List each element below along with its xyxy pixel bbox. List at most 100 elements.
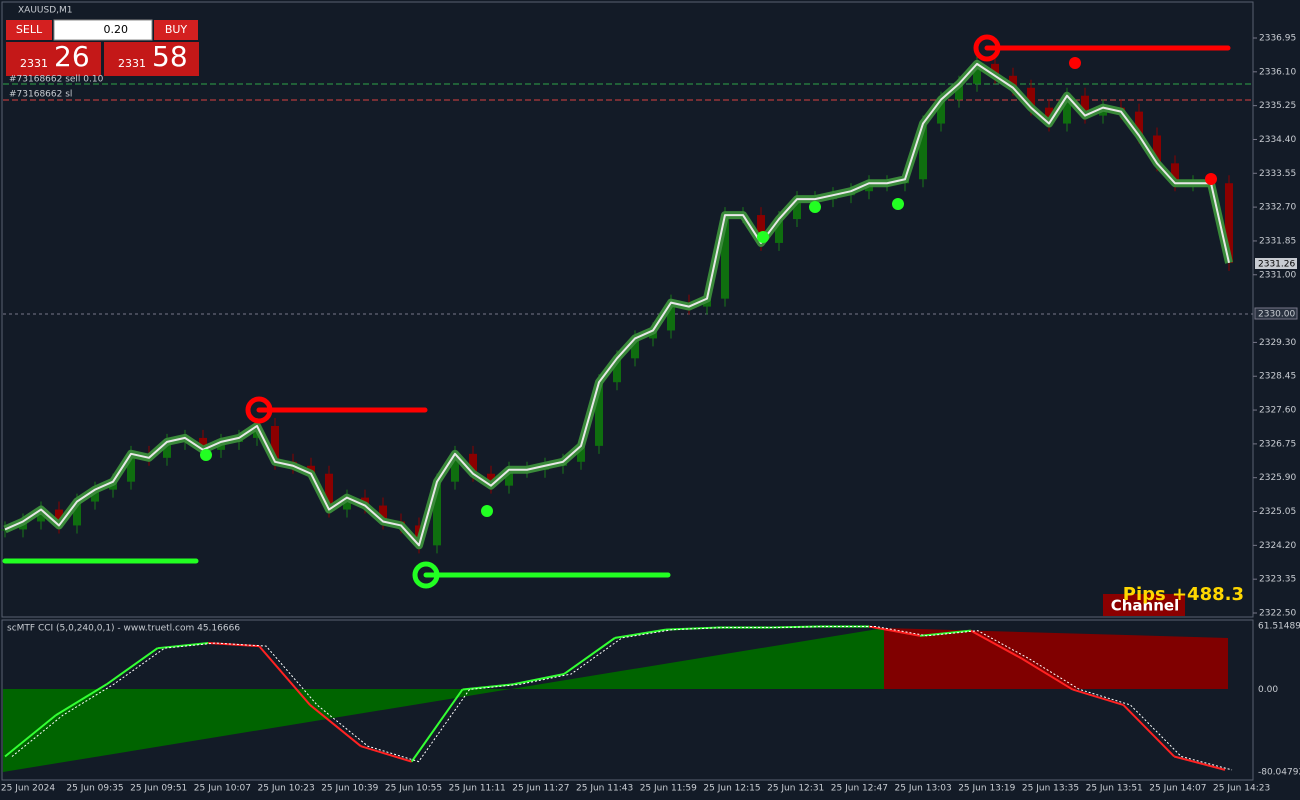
price-label: 2327.60	[1259, 406, 1296, 416]
candle	[37, 509, 45, 522]
candle	[595, 382, 603, 446]
candle	[937, 99, 945, 124]
cci-segment	[106, 647, 159, 686]
buy-button[interactable]	[154, 20, 198, 40]
time-label: 25 Jun 13:19	[958, 784, 1015, 794]
channel-inner	[4, 62, 1230, 547]
candle	[163, 441, 171, 458]
cci-segment	[919, 629, 971, 637]
price-label: 2332.70	[1259, 203, 1296, 213]
candle	[613, 358, 621, 383]
candle	[1225, 183, 1233, 263]
time-label: 25 Jun 14:23	[1213, 784, 1270, 794]
candle	[127, 453, 135, 482]
time-label: 25 Jun 11:43	[576, 784, 633, 794]
lot-input[interactable]	[53, 19, 153, 41]
cci-segment	[614, 628, 666, 639]
candle	[73, 501, 81, 526]
time-label: 25 Jun 11:59	[640, 784, 697, 794]
candle	[505, 469, 513, 486]
price-label: 2333.55	[1259, 169, 1296, 179]
candle	[577, 445, 585, 462]
cci-segment	[1072, 688, 1124, 706]
candle	[757, 215, 765, 243]
buy-signal	[412, 561, 440, 589]
cci-segment	[4, 714, 57, 758]
time-label: 25 Jun 12:31	[767, 784, 824, 794]
bid-box[interactable]	[6, 42, 101, 76]
time-label: 25 Jun 13:03	[895, 784, 952, 794]
time-label: 25 Jun 11:27	[512, 784, 569, 794]
price-label: 2335.25	[1259, 101, 1296, 111]
candle	[1045, 107, 1053, 124]
time-label: 25 Jun 12:47	[831, 784, 888, 794]
level-box	[1254, 307, 1298, 320]
order-label: #73168662 sell 0.10	[9, 75, 104, 85]
dot	[200, 449, 212, 461]
dot	[809, 201, 821, 213]
candle	[1171, 163, 1179, 184]
cci-segment	[309, 704, 362, 747]
cci-segment	[462, 683, 514, 691]
candle	[955, 83, 963, 100]
candle	[919, 123, 927, 180]
cci-segment	[563, 637, 616, 675]
candle	[433, 481, 441, 546]
bid-big: 2331	[20, 57, 48, 70]
indicator-label: 61.51489	[1258, 622, 1300, 632]
time-label: 25 Jun 10:07	[194, 784, 251, 794]
candle	[1009, 75, 1017, 88]
current-price-box	[1255, 258, 1297, 269]
lot-value: 0.20	[104, 23, 129, 36]
candle	[487, 473, 495, 486]
indicator-title: scMTF CCI (5,0,240,0,1) - www.truetl.com…	[7, 624, 240, 634]
price-label: 2328.45	[1259, 372, 1296, 382]
candle	[91, 489, 99, 502]
current-price: 2331.26	[1258, 260, 1295, 270]
ask-small: 58	[152, 40, 188, 73]
price-label: 2325.90	[1259, 473, 1296, 483]
dot	[892, 198, 904, 210]
order-label: #73168662 sl	[9, 90, 72, 100]
dot	[481, 505, 493, 517]
indicator-label: 0.00	[1258, 685, 1278, 695]
candle	[1063, 95, 1071, 124]
candle	[1081, 95, 1089, 116]
candle	[1153, 135, 1161, 164]
price-label: 2324.20	[1259, 541, 1296, 551]
cci-fill-green	[3, 628, 884, 772]
cci-fill-red	[884, 628, 1228, 689]
ask-box[interactable]	[104, 42, 199, 76]
price-label: 2334.40	[1259, 135, 1296, 145]
cci-segment	[55, 683, 108, 717]
price-label: 2326.75	[1259, 439, 1296, 449]
price-label: 2329.30	[1259, 338, 1296, 348]
time-label: 25 Jun 2024	[1, 784, 55, 794]
candle	[991, 63, 999, 76]
time-label: 25 Jun 10:23	[258, 784, 315, 794]
indicator-label: -80.04792	[1258, 768, 1300, 778]
sell-button[interactable]	[6, 20, 52, 40]
time-label: 25 Jun 13:51	[1086, 784, 1143, 794]
sell-signal	[245, 396, 273, 424]
dot	[1069, 57, 1081, 69]
price-label: 2322.50	[1259, 609, 1296, 619]
price-label: 2323.35	[1259, 575, 1296, 585]
cci-segment	[410, 688, 464, 763]
time-label: 25 Jun 13:35	[1022, 784, 1079, 794]
candle	[667, 302, 675, 331]
candle	[379, 505, 387, 522]
cci-segment	[868, 625, 921, 637]
time-label: 25 Jun 10:55	[385, 784, 442, 794]
sell-signal	[973, 34, 1001, 62]
time-label: 25 Jun 14:07	[1149, 784, 1206, 794]
candle	[451, 453, 459, 482]
candle	[469, 453, 477, 474]
cci-segment	[360, 745, 412, 763]
signals	[2, 34, 1231, 589]
dot	[757, 231, 769, 243]
cci-segment	[970, 629, 1023, 660]
candle	[199, 437, 207, 450]
